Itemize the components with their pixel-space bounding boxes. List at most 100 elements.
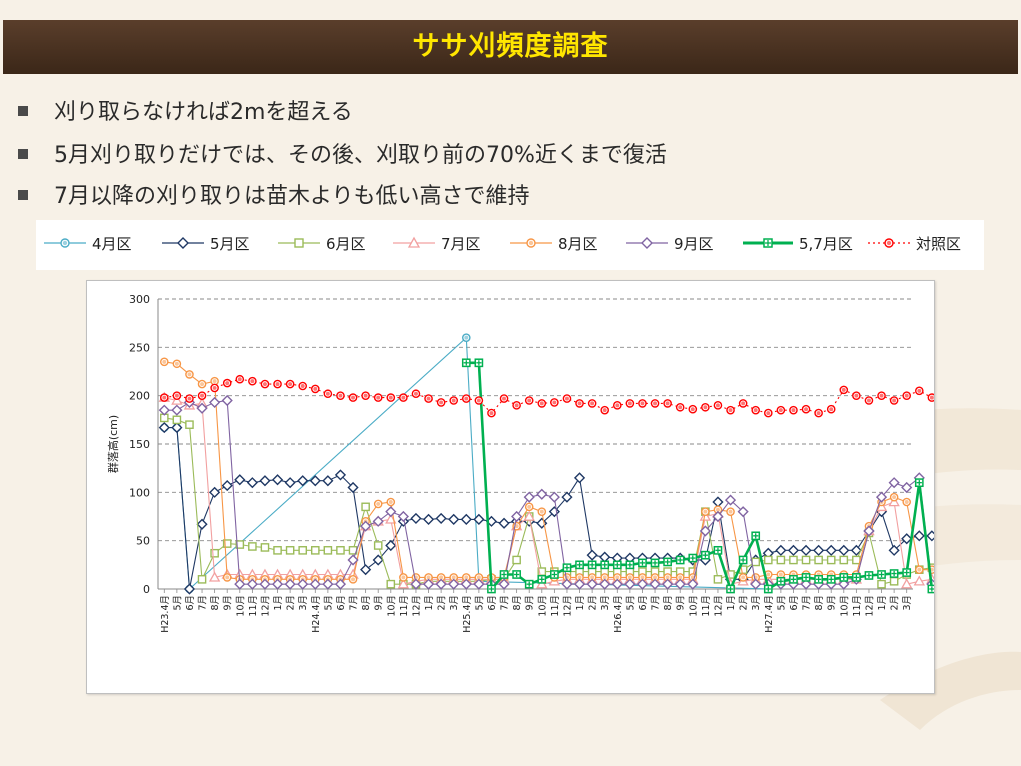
data-point [221,394,233,407]
data-point [209,396,221,409]
data-point [699,510,712,521]
series-7 [461,358,1000,594]
data-point [573,578,586,590]
title-bar: ササ刈頻度調査 [3,20,1018,74]
data-point [297,578,309,590]
data-point [473,578,485,590]
x-tick-label: 12月 [411,595,422,617]
data-point [511,510,523,523]
data-point [410,578,422,590]
data-point [573,472,586,484]
data-point [586,549,598,561]
x-tick-label: 11月 [399,595,410,617]
data-point [852,555,861,565]
data-point [271,474,284,486]
data-point [599,551,611,563]
data-point [234,474,246,486]
data-point [322,578,334,590]
x-tick-label: 3月 [902,595,913,611]
legend-marker [407,236,421,248]
x-tick-label: 12月 [864,595,875,617]
x-tick-label: 11月 [550,595,561,617]
grid-lines [158,298,913,542]
data-point [750,578,762,590]
data-point [838,578,850,590]
data-point [800,544,812,556]
x-tick-label: 5月 [776,595,787,611]
data-point [460,513,472,525]
data-point [373,541,383,550]
bullet-text: 5月刈り取りだけでは、その後、刈取り前の70%近くまで復活 [54,143,667,168]
bullet-item-2: 5月刈り取りだけでは、その後、刈取り前の70%近くまで復活 [18,137,667,169]
x-tick-label: 1月 [726,595,737,611]
y-tick-label: 300 [129,293,150,306]
data-point [523,510,535,521]
data-point [536,488,548,500]
x-tick-label: 8月 [361,595,372,611]
data-point [422,513,435,525]
data-point [196,518,208,530]
data-point [435,578,447,590]
data-point [775,544,787,556]
data-point [448,578,460,590]
data-point [900,578,913,589]
series-line [164,336,769,591]
legend-label: 8月区 [558,235,598,253]
data-point [310,546,320,555]
data-point [248,542,257,551]
x-tick-label: 2月 [739,595,750,611]
data-point [699,525,711,537]
x-tick-label: 8月 [512,595,523,611]
data-point [913,530,925,542]
x-tick-label: 6月 [487,595,498,611]
data-point [826,555,836,565]
data-point [825,544,837,556]
data-point [397,578,410,589]
data-point [234,578,246,590]
bullet-text: 刈り取らなければ2mを超える [54,100,353,125]
data-point [839,555,849,565]
x-tick-label: 6月 [185,595,196,611]
data-point [410,512,422,525]
x-tick-label: 10月 [235,595,246,617]
legend-item-1: 4月区 [44,235,132,253]
x-tick-label: 9月 [223,595,234,611]
x-tick-label: 7月 [349,595,360,611]
x-tick-label: 9月 [525,595,536,611]
x-tick-label: 7月 [500,595,511,611]
series-2 [158,421,1001,595]
data-point [599,578,611,590]
data-point [460,578,472,590]
data-point [385,539,397,552]
data-point [397,510,409,523]
data-point [789,555,798,565]
data-point [926,530,938,542]
data-point [561,491,573,503]
data-point [498,517,510,529]
x-tick-label: 1月 [877,595,888,611]
x-tick-label: H24.4月 [311,595,322,633]
x-tick-label: 11月 [852,595,863,617]
legend-item-4: 7月区 [393,235,481,253]
data-point [901,533,913,545]
data-point [171,421,183,434]
legend-svg: 4月区 5月区 6月区 7月区 8月区 9月区 5,7月区 対照区 [44,235,961,253]
data-point [361,502,370,512]
slide-title: ササ刈頻度調査 [412,31,609,62]
x-tick-label: 9月 [827,595,838,611]
x-tick-label: 5月 [172,595,183,611]
data-point [713,575,723,584]
data-point [586,578,598,590]
x-tick-label: 10月 [688,595,699,617]
data-point [888,544,900,556]
data-point [347,554,359,566]
data-point [889,576,899,586]
x-tick-label: H26.4月 [613,595,624,633]
legend-label: 7月区 [441,235,481,253]
data-point [285,546,295,555]
x-tick-label: 5月 [474,595,485,611]
data-point [624,578,636,590]
data-point [334,578,347,590]
data-point [536,517,548,529]
data-point [334,469,347,481]
